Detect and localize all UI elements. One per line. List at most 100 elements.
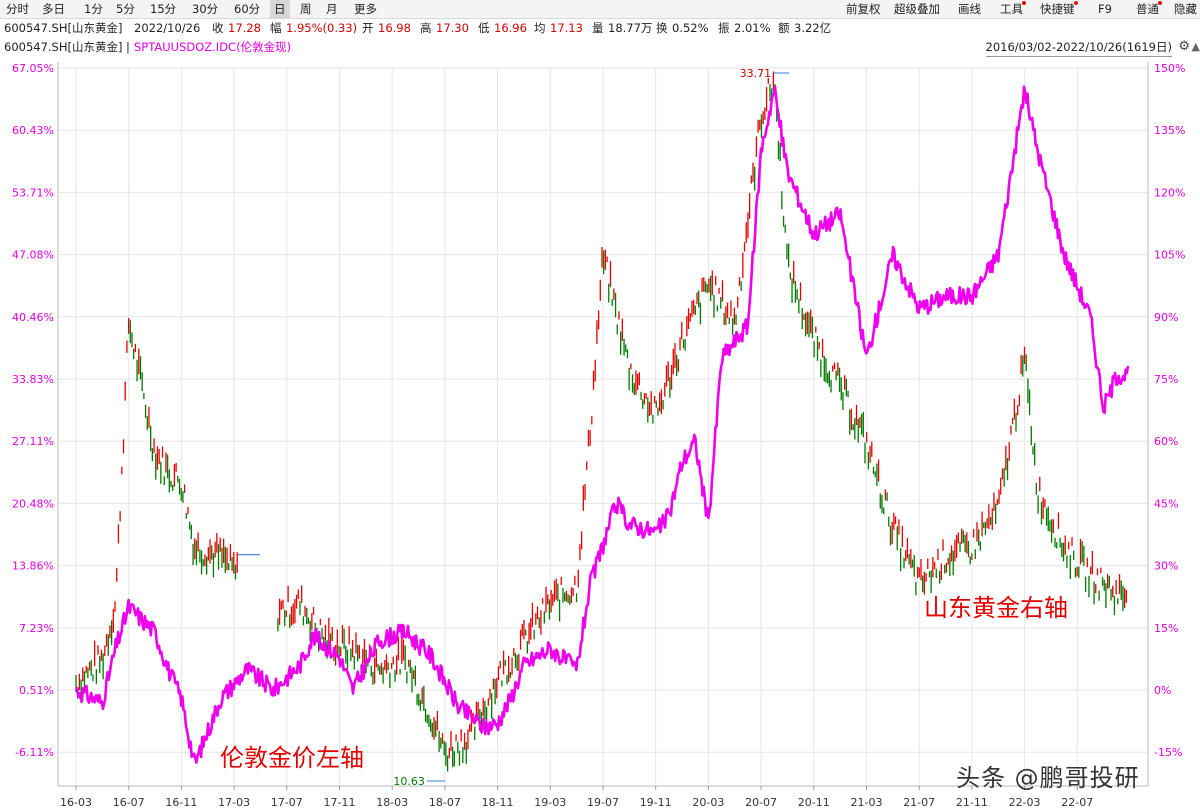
left-axis: 67.05% 60.43% 53.71% 47.08% 40.46% 33.83% 27.1…: [12, 62, 54, 759]
turnover-value: 0.52%: [672, 21, 709, 35]
right-tick-label: 120%: [1154, 186, 1185, 199]
amount-label: 额: [778, 21, 790, 35]
x-tick-label: 22-03: [1009, 796, 1041, 809]
x-tick-label: 20-11: [798, 796, 830, 809]
amplitude-label: 振: [718, 21, 730, 35]
x-tick-label: 18-07: [429, 796, 461, 809]
volume-value: 18.77万: [608, 21, 653, 35]
adjust-forward-button[interactable]: 前复权: [846, 2, 881, 16]
left-tick-label: 27.11%: [12, 435, 54, 448]
x-tick-label: 19-03: [534, 796, 566, 809]
x-tick-label: 18-03: [376, 796, 408, 809]
x-tick-label: 22-07: [1061, 796, 1093, 809]
x-tick-label: 17-07: [271, 796, 303, 809]
gear-icon[interactable]: ⚙: [1178, 39, 1190, 54]
right-tick-label: 135%: [1154, 124, 1185, 137]
right-tick-label: 150%: [1154, 62, 1185, 75]
x-axis: 16-03 16-07 16-11 17-03 17-07 17-11 18-03 18-07…: [60, 786, 1093, 809]
right-axis: 150% 135% 120% 105% 90% 75% 60% 45% 30% 15% 0% -15%: [1154, 62, 1185, 759]
high-value: 17.30: [436, 21, 469, 35]
left-tick-label: 33.83%: [12, 373, 54, 386]
turnover-label: 换: [656, 21, 668, 35]
right-tick-label: 105%: [1154, 249, 1185, 262]
period-day-button[interactable]: 日: [270, 0, 290, 18]
left-tick-label: 40.46%: [12, 311, 54, 324]
amplitude-value: 2.01%: [734, 21, 771, 35]
change-value: 1.95%(0.33): [286, 21, 358, 35]
period-multiday-button[interactable]: 多日: [42, 2, 65, 16]
x-tick-label: 19-07: [587, 796, 619, 809]
x-tick-label: 16-07: [113, 796, 145, 809]
x-tick-label: 21-11: [956, 796, 988, 809]
left-tick-label: 53.71%: [12, 186, 54, 199]
normal-mode-button[interactable]: 普通: [1132, 0, 1163, 18]
x-tick-label: 19-11: [640, 796, 672, 809]
right-tick-label: 0%: [1154, 684, 1171, 697]
open-label: 开: [362, 21, 374, 35]
x-tick-label: 21-07: [903, 796, 935, 809]
right-tick-label: 75%: [1154, 373, 1178, 386]
period-15min-button[interactable]: 15分: [150, 2, 177, 16]
left-axis-note: 伦敦金价左轴: [220, 744, 364, 772]
left-tick-label: 60.43%: [12, 124, 54, 137]
period-more-button[interactable]: 更多: [354, 2, 377, 16]
hide-button[interactable]: 隐藏: [1174, 2, 1197, 16]
x-tick-label: 18-11: [482, 796, 514, 809]
right-tick-label: 15%: [1154, 622, 1178, 635]
tools-button[interactable]: 工具: [996, 0, 1027, 18]
right-tick-label: 60%: [1154, 435, 1178, 448]
stock-series: [75, 71, 1127, 772]
low-label: 低: [478, 21, 490, 35]
left-tick-label: 7.23%: [19, 622, 54, 635]
scroll-up-icon[interactable]: ▲: [1191, 40, 1200, 53]
shortcut-button[interactable]: 快捷键: [1036, 0, 1079, 18]
period-5min-button[interactable]: 5分: [116, 2, 135, 16]
x-tick-label: 20-07: [745, 796, 777, 809]
gold-series: [74, 85, 1130, 764]
extreme-markers: 33.71 10.63: [393, 67, 790, 788]
low-value: 16.96: [494, 21, 527, 35]
f9-button[interactable]: F9: [1098, 2, 1112, 16]
close-label: 收: [212, 21, 224, 35]
right-tick-label: -15%: [1154, 746, 1182, 759]
x-tick-label: 21-03: [850, 796, 882, 809]
x-tick-label: 16-11: [165, 796, 197, 809]
min-label: 10.63: [393, 775, 425, 788]
right-tick-label: 30%: [1154, 560, 1178, 573]
legend-series-gold[interactable]: SPTAUUSDOZ.IDC(伦敦金现): [134, 40, 292, 54]
legend-separator: |: [126, 40, 130, 54]
legend-bar: 600547.SH[山东黄金] | SPTAUUSDOZ.IDC(伦敦金现) 2…: [0, 38, 1200, 57]
chart-grid: [57, 62, 1149, 787]
avg-label: 均: [534, 21, 546, 35]
right-axis-note: 山东黄金右轴: [924, 594, 1068, 622]
right-tick-label: 90%: [1154, 311, 1178, 324]
volume-label: 量: [592, 21, 604, 35]
date-range[interactable]: 2016/03/02-2022/10/26(1619日): [985, 38, 1172, 57]
max-label: 33.71: [740, 67, 772, 80]
amount-value: 3.22亿: [794, 21, 832, 35]
open-value: 16.98: [378, 21, 411, 35]
period-week-button[interactable]: 周: [300, 2, 312, 16]
period-intraday-button[interactable]: 分时: [6, 2, 29, 16]
left-tick-label: -6.11%: [15, 746, 54, 759]
avg-value: 17.13: [550, 21, 583, 35]
quote-date: 2022/10/26: [134, 21, 201, 35]
close-value: 17.28: [228, 21, 261, 35]
x-tick-label: 17-11: [324, 796, 356, 809]
super-overlay-button[interactable]: 超级叠加: [894, 2, 940, 16]
draw-line-button[interactable]: 画线: [958, 2, 981, 16]
period-1min-button[interactable]: 1分: [84, 2, 103, 16]
high-label: 高: [420, 21, 432, 35]
left-tick-label: 67.05%: [12, 62, 54, 75]
period-30min-button[interactable]: 30分: [192, 2, 219, 16]
toolbar: 分时 多日 1分 5分 15分 30分 60分 日 周 月 更多 前复权 超级叠…: [0, 0, 1200, 19]
left-tick-label: 20.48%: [12, 497, 54, 510]
left-tick-label: 13.86%: [12, 560, 54, 573]
period-month-button[interactable]: 月: [326, 2, 338, 16]
left-tick-label: 0.51%: [19, 684, 54, 697]
legend-series-stock[interactable]: 600547.SH[山东黄金]: [4, 40, 123, 54]
quote-bar: 600547.SH[山东黄金] 2022/10/26 收 17.28 幅 1.9…: [0, 19, 1200, 37]
x-tick-label: 20-03: [692, 796, 724, 809]
period-60min-button[interactable]: 60分: [234, 2, 261, 16]
